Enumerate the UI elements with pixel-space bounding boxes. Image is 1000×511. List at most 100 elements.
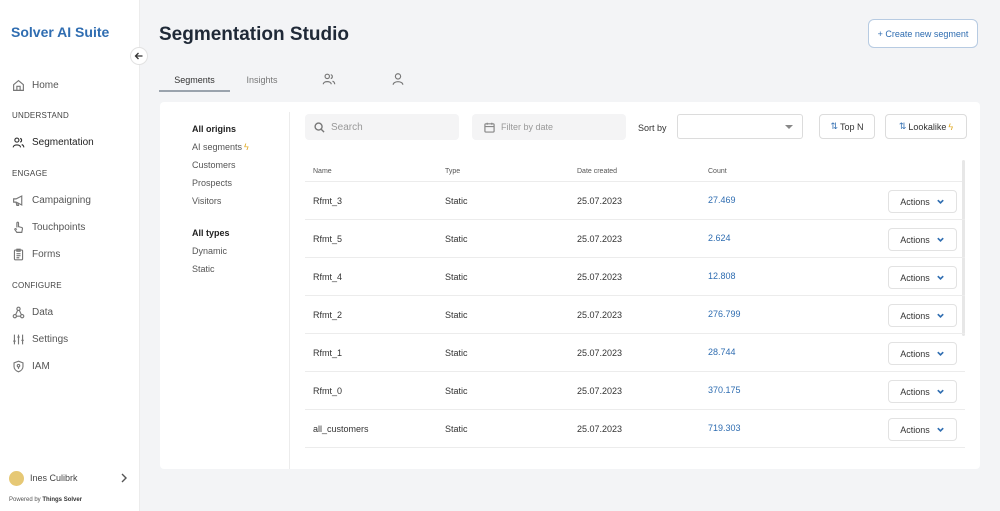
column-header-name[interactable]: Name — [313, 168, 332, 175]
sidebar-item-label: Home — [32, 79, 59, 91]
actions-button[interactable]: Actions — [888, 342, 957, 365]
filter-visitors[interactable]: Visitors — [192, 196, 222, 206]
table-row[interactable]: Rfmt_5 Static 25.07.2023 2.624 Actions — [305, 220, 965, 258]
chevron-down-icon — [936, 389, 944, 394]
table-row[interactable]: Rfmt_0 Static 25.07.2023 370.175 Actions — [305, 372, 965, 410]
brand-logo[interactable]: Solver AI Suite — [11, 24, 110, 40]
user-profile[interactable]: Ines Culibrk — [9, 470, 129, 486]
actions-button[interactable]: Actions — [888, 228, 957, 251]
sort-arrows-icon: ⇅ — [898, 121, 907, 131]
caret-down-icon — [785, 125, 793, 129]
sort-arrows-icon: ⇅ — [830, 121, 839, 131]
column-header-type[interactable]: Type — [445, 168, 461, 175]
cell-type: Static — [445, 272, 468, 282]
tab-segments[interactable]: Segments — [159, 70, 230, 92]
arrow-left-icon — [134, 52, 143, 60]
cell-type: Static — [445, 196, 468, 206]
table-row[interactable]: Rfmt_4 Static 25.07.2023 12.808 Actions — [305, 258, 965, 296]
sidebar-item-label: Settings — [32, 333, 69, 345]
sort-label: Sort by — [638, 123, 667, 133]
cell-type: Static — [445, 424, 468, 434]
cell-name: all_customers — [313, 424, 369, 434]
sidebar-item-label: Segmentation — [32, 136, 94, 148]
cell-type: Static — [445, 234, 468, 244]
table-row[interactable]: Rfmt_3 Static 25.07.2023 27.469 Actions — [305, 182, 965, 220]
filter-customers[interactable]: Customers — [192, 160, 236, 170]
cell-type: Static — [445, 348, 468, 358]
search-icon — [314, 121, 325, 133]
cell-count: 28.744 — [708, 347, 736, 357]
sidebar-item-settings[interactable]: Settings — [12, 329, 68, 349]
actions-button[interactable]: Actions — [888, 304, 957, 327]
cell-date: 25.07.2023 — [577, 310, 623, 320]
filter-static[interactable]: Static — [192, 264, 215, 274]
chevron-down-icon — [936, 237, 944, 242]
date-filter-input[interactable]: Filter by date — [472, 114, 626, 140]
sidebar-item-label: Campaigning — [32, 194, 91, 206]
powered-by: Powered by Things Solver — [9, 497, 83, 503]
page-title: Segmentation Studio — [159, 24, 349, 45]
cell-count: 276.799 — [708, 309, 741, 319]
users-icon — [322, 73, 336, 85]
sidebar-collapse-button[interactable] — [130, 47, 148, 65]
actions-button[interactable]: Actions — [888, 190, 957, 213]
table-row[interactable]: Rfmt_2 Static 25.07.2023 276.799 Actions — [305, 296, 965, 334]
sidebar-item-label: Forms — [32, 248, 61, 260]
home-icon — [13, 79, 24, 91]
cell-name: Rfmt_3 — [313, 196, 343, 206]
chevron-down-icon — [936, 275, 944, 280]
table-scrollbar[interactable] — [962, 160, 965, 336]
date-placeholder: Filter by date — [501, 122, 554, 132]
sidebar-item-home[interactable]: Home — [12, 75, 59, 95]
sidebar-item-forms[interactable]: Forms — [12, 244, 60, 264]
cell-count: 719.303 — [708, 423, 741, 433]
create-segment-button[interactable]: + Create new segment — [868, 19, 978, 48]
filter-dynamic[interactable]: Dynamic — [192, 246, 228, 256]
section-heading-engage: ENGAGE — [12, 169, 48, 178]
sort-select[interactable] — [677, 114, 803, 139]
column-header-count[interactable]: Count — [708, 168, 727, 175]
sidebar-item-label: Data — [32, 306, 54, 318]
cell-type: Static — [445, 310, 468, 320]
sidebar-item-campaigning[interactable]: Campaigning — [12, 190, 91, 210]
lookalike-button[interactable]: ⇅ Lookalike ϟ — [885, 114, 967, 139]
tab-insights[interactable]: Insights — [246, 75, 278, 85]
cell-count: 12.808 — [708, 271, 736, 281]
user-name: Ines Culibrk — [30, 473, 78, 483]
user-icon — [392, 73, 404, 85]
cell-date: 25.07.2023 — [577, 348, 623, 358]
actions-button[interactable]: Actions — [888, 418, 957, 441]
cell-name: Rfmt_2 — [313, 310, 343, 320]
column-header-date[interactable]: Date created — [577, 168, 618, 175]
tab-groups[interactable] — [314, 70, 344, 92]
calendar-icon — [484, 122, 495, 133]
sidebar-item-data[interactable]: Data — [12, 302, 53, 322]
cell-name: Rfmt_0 — [313, 386, 343, 396]
filter-prospects[interactable]: Prospects — [192, 178, 233, 188]
megaphone-icon — [13, 194, 23, 206]
chevron-right-icon[interactable] — [119, 471, 129, 485]
cell-count: 2.624 — [708, 233, 731, 243]
cell-date: 25.07.2023 — [577, 196, 623, 206]
cell-date: 25.07.2023 — [577, 424, 623, 434]
cell-date: 25.07.2023 — [577, 386, 623, 396]
sidebar-item-iam[interactable]: IAM — [12, 356, 50, 376]
tab-bar: Segments Insights — [159, 70, 459, 92]
filter-all-origins[interactable]: All origins — [192, 124, 237, 134]
table-row[interactable]: all_customers Static 25.07.2023 719.303 … — [305, 410, 965, 448]
actions-button[interactable]: Actions — [888, 380, 957, 403]
cell-type: Static — [445, 386, 468, 396]
search-input[interactable]: Search — [305, 114, 459, 140]
cell-name: Rfmt_4 — [313, 272, 343, 282]
section-heading-understand: UNDERSTAND — [12, 111, 69, 120]
actions-button[interactable]: Actions — [888, 266, 957, 289]
sidebar-item-segmentation[interactable]: Segmentation — [12, 132, 94, 152]
table-row[interactable]: Rfmt_1 Static 25.07.2023 28.744 Actions — [305, 334, 965, 372]
filter-all-types[interactable]: All types — [192, 228, 230, 238]
pointer-hand-icon — [14, 221, 24, 233]
tab-profile[interactable] — [383, 70, 413, 92]
top-n-button[interactable]: ⇅ Top N — [819, 114, 875, 139]
sidebar-item-touchpoints[interactable]: Touchpoints — [12, 217, 85, 237]
filter-ai-segments[interactable]: AI segments ϟ — [192, 142, 249, 152]
clipboard-icon — [13, 248, 24, 260]
